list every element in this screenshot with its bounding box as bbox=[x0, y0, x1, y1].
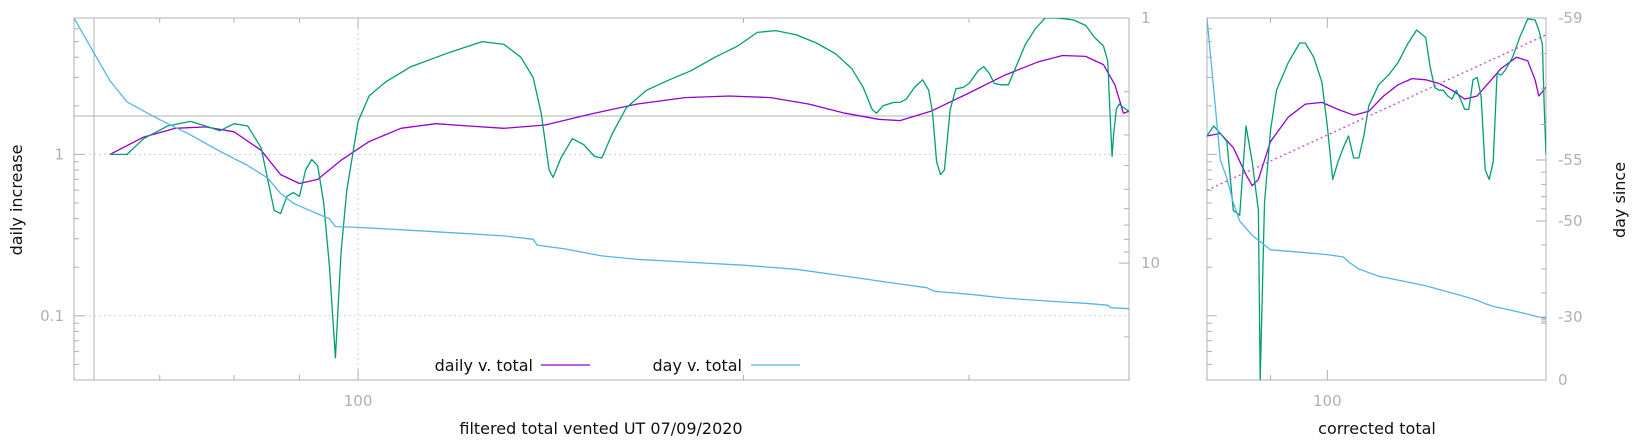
series-line-3 bbox=[1207, 34, 1546, 191]
y2-tick-label-1: 10 bbox=[1141, 254, 1160, 272]
side-y2-axis-title: day since bbox=[1610, 162, 1629, 238]
side-plot-frame bbox=[1206, 17, 1547, 381]
legend-label-daily: daily v. total bbox=[435, 356, 533, 375]
y2-tick-label-2: -50 bbox=[1558, 212, 1583, 230]
y2-tick-label-1: -55 bbox=[1558, 151, 1583, 169]
main-chart: 100 1 0.1 1 10 filtered total vented UT 07/0… bbox=[7, 9, 1160, 438]
series-line-1 bbox=[109, 18, 1129, 359]
x-tick-label-0: 100 bbox=[344, 392, 373, 410]
series-line-2 bbox=[74, 18, 1129, 310]
y2-tick-label-3: -30 bbox=[1558, 308, 1583, 326]
series-line-1 bbox=[1207, 18, 1546, 380]
main-y-axis-title: daily increase bbox=[7, 145, 26, 256]
y-tick-label-1: 0.1 bbox=[40, 307, 64, 325]
series-line-0 bbox=[109, 54, 1129, 185]
side-x-axis-title: corrected total bbox=[1318, 419, 1436, 438]
legend-label-day: day v. total bbox=[653, 356, 743, 375]
legend: daily v. total day v. total bbox=[435, 356, 800, 375]
y2-tick-label-0: -59 bbox=[1558, 9, 1583, 27]
y2-tick-label-4: 0 bbox=[1558, 371, 1568, 389]
main-plot-frame bbox=[73, 17, 1130, 381]
y2-tick-label-0: 1 bbox=[1141, 9, 1151, 27]
main-x-axis-title: filtered total vented UT 07/09/2020 bbox=[459, 419, 742, 438]
series-line-2 bbox=[1207, 18, 1546, 319]
x-tick-label-0: 100 bbox=[1313, 392, 1342, 410]
y-tick-label-0: 1 bbox=[54, 145, 64, 163]
side-chart: 100 -59 -55 -50 -30 0 corrected total day sin… bbox=[1206, 9, 1629, 438]
